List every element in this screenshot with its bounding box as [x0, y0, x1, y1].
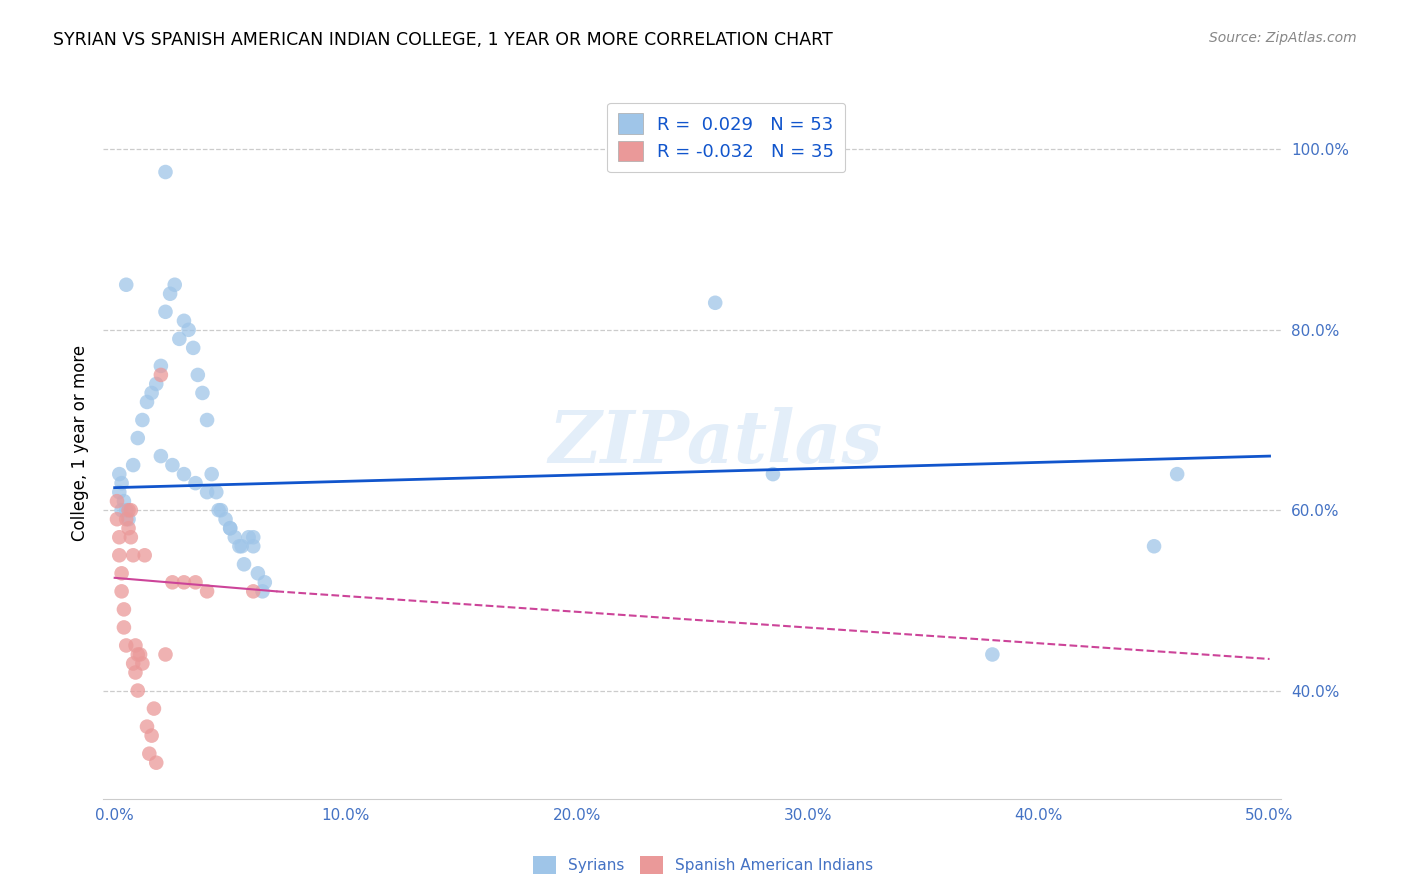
Point — [122, 657, 145, 671]
Point — [184, 575, 207, 590]
Point — [155, 165, 177, 179]
Point — [115, 277, 138, 292]
Legend: Syrians, Spanish American Indians: Syrians, Spanish American Indians — [527, 850, 879, 880]
Point — [141, 729, 163, 743]
Point — [207, 503, 229, 517]
Point — [219, 521, 242, 535]
Point — [181, 341, 204, 355]
Point — [242, 539, 264, 553]
Point — [110, 503, 132, 517]
Text: SYRIAN VS SPANISH AMERICAN INDIAN COLLEGE, 1 YEAR OR MORE CORRELATION CHART: SYRIAN VS SPANISH AMERICAN INDIAN COLLEG… — [53, 31, 834, 49]
Point — [159, 286, 181, 301]
Y-axis label: College, 1 year or more: College, 1 year or more — [72, 344, 89, 541]
Point — [1143, 539, 1166, 553]
Point — [122, 549, 145, 563]
Point — [228, 539, 250, 553]
Point — [238, 530, 260, 544]
Point — [195, 584, 218, 599]
Point — [184, 476, 207, 491]
Point — [169, 332, 191, 346]
Point — [145, 376, 167, 391]
Point — [129, 648, 152, 662]
Point — [131, 413, 153, 427]
Point — [704, 295, 727, 310]
Point — [187, 368, 209, 382]
Point — [136, 395, 159, 409]
Point — [149, 368, 172, 382]
Point — [163, 277, 186, 292]
Point — [105, 494, 128, 508]
Point — [112, 620, 135, 634]
Point — [110, 476, 132, 491]
Point — [233, 558, 256, 572]
Point — [155, 305, 177, 319]
Point — [173, 575, 195, 590]
Point — [173, 467, 195, 482]
Point — [155, 648, 177, 662]
Point — [177, 323, 200, 337]
Point — [162, 575, 184, 590]
Point — [115, 639, 138, 653]
Point — [131, 657, 153, 671]
Point — [1166, 467, 1188, 482]
Point — [108, 549, 131, 563]
Point — [981, 648, 1004, 662]
Point — [162, 458, 184, 472]
Point — [134, 549, 156, 563]
Point — [117, 512, 139, 526]
Point — [224, 530, 246, 544]
Point — [127, 431, 149, 445]
Point — [120, 530, 142, 544]
Point — [231, 539, 253, 553]
Point — [142, 701, 165, 715]
Point — [124, 665, 146, 680]
Point — [127, 683, 149, 698]
Point — [120, 503, 142, 517]
Point — [138, 747, 160, 761]
Point — [112, 494, 135, 508]
Point — [195, 413, 218, 427]
Point — [246, 566, 269, 581]
Point — [201, 467, 224, 482]
Point — [117, 503, 139, 517]
Point — [108, 467, 131, 482]
Point — [108, 485, 131, 500]
Point — [124, 639, 146, 653]
Point — [127, 648, 149, 662]
Point — [253, 575, 276, 590]
Point — [110, 566, 132, 581]
Legend: R =  0.029   N = 53, R = -0.032   N = 35: R = 0.029 N = 53, R = -0.032 N = 35 — [607, 103, 845, 172]
Point — [122, 458, 145, 472]
Point — [117, 521, 139, 535]
Point — [242, 530, 264, 544]
Point — [110, 584, 132, 599]
Text: ZIPatlas: ZIPatlas — [548, 407, 883, 478]
Point — [242, 584, 264, 599]
Point — [762, 467, 785, 482]
Point — [136, 720, 159, 734]
Point — [112, 602, 135, 616]
Point — [141, 386, 163, 401]
Point — [214, 512, 236, 526]
Point — [191, 386, 214, 401]
Point — [149, 359, 172, 373]
Point — [173, 314, 195, 328]
Point — [195, 485, 218, 500]
Point — [149, 449, 172, 463]
Point — [108, 530, 131, 544]
Point — [209, 503, 232, 517]
Point — [205, 485, 228, 500]
Point — [219, 521, 242, 535]
Point — [115, 503, 138, 517]
Point — [145, 756, 167, 770]
Point — [252, 584, 274, 599]
Text: Source: ZipAtlas.com: Source: ZipAtlas.com — [1209, 31, 1357, 45]
Point — [115, 512, 138, 526]
Point — [105, 512, 128, 526]
